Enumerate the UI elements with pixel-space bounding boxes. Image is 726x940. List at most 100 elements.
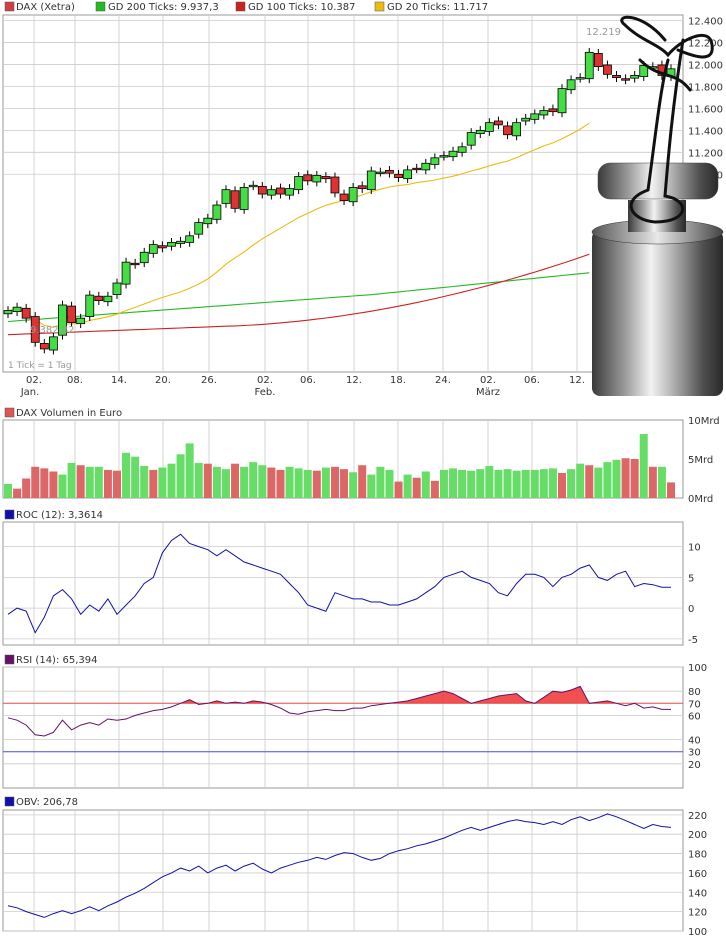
price-month-label: März	[476, 387, 500, 398]
price-xtick-label: 24.	[435, 375, 451, 386]
obv-ytick-label: 100	[688, 927, 707, 938]
obv-line	[7, 813, 672, 918]
candle-body	[248, 184, 258, 188]
candle-body	[475, 129, 485, 135]
candle-body	[176, 240, 185, 244]
candle-body	[385, 170, 394, 174]
candle-body	[539, 110, 549, 116]
candle-body	[230, 190, 240, 209]
volume-bar	[421, 471, 430, 498]
volume-ytick-label: 5Mrd	[688, 455, 713, 466]
price-xtick-label: 06.	[524, 375, 540, 386]
volume-bar	[276, 469, 285, 498]
volume-bar	[321, 467, 330, 498]
volume-bar	[358, 465, 367, 498]
candle-body	[494, 120, 503, 126]
candle-body	[603, 64, 612, 75]
candle-body	[30, 316, 40, 343]
candle-body	[412, 167, 422, 171]
volume-bar	[585, 465, 594, 498]
ma100-line	[7, 253, 590, 336]
volume-bar	[621, 458, 630, 498]
candle-body	[221, 189, 231, 204]
chart-panels: 11.00011.20011.40011.60011.80012.00012.2…	[2, 14, 723, 938]
rsi-line	[7, 685, 671, 737]
roc-frame	[2, 521, 684, 646]
candle-body	[512, 122, 522, 137]
volume-bar	[249, 462, 258, 498]
roc-ytick-label: 5	[688, 573, 694, 584]
rsi-ytick-label: 80	[688, 687, 701, 698]
volume-bar	[349, 472, 358, 498]
candle-body	[584, 51, 594, 80]
volume-bar	[22, 478, 31, 498]
candle-body	[403, 169, 413, 180]
volume-bar	[485, 466, 494, 498]
obv-ytick-label: 140	[688, 888, 707, 899]
volume-ytick-label: 10Mrd	[688, 416, 720, 427]
candle-body	[503, 125, 512, 136]
volume-bar	[4, 483, 12, 498]
volume-bar	[503, 469, 512, 498]
legend-label-ma100: GD 100 Ticks: 10.387	[248, 2, 356, 13]
volume-bar	[185, 443, 194, 498]
candle-body	[294, 176, 304, 191]
volume-bar	[594, 467, 603, 498]
rsi-ytick-label: 100	[688, 663, 707, 674]
candle-body	[484, 122, 494, 132]
roc-line	[7, 533, 671, 634]
price-xtick-label: 20.	[155, 375, 171, 386]
obv-ytick-label: 120	[688, 908, 707, 919]
volume-bar	[40, 468, 49, 498]
candle-body	[212, 204, 222, 220]
candle-body	[194, 222, 204, 235]
candle-body	[185, 235, 195, 243]
price-xtick-label: 18.	[390, 375, 406, 386]
volume-bar	[67, 462, 76, 498]
legend-label-dax: DAX (Xetra)	[16, 2, 75, 13]
volume-bar	[439, 469, 448, 498]
price-month-label: Jan.	[20, 387, 40, 398]
obv-ytick-label: 160	[688, 869, 707, 880]
volume-bar	[49, 471, 58, 498]
price-xtick-label: 12.	[569, 375, 585, 386]
volume-bar	[112, 470, 121, 498]
volume-bar	[476, 469, 485, 498]
candle-body	[21, 307, 31, 319]
volume-bar	[367, 474, 376, 498]
price-xtick-label: 14.	[111, 375, 127, 386]
obv-ytick-label: 200	[688, 830, 707, 841]
candle-body	[421, 162, 431, 171]
volume-bar	[212, 466, 221, 498]
obv-frame	[2, 809, 684, 932]
candle-body	[548, 108, 558, 113]
candle-body	[112, 282, 122, 295]
annotation-tick-note: 1 Tick = 1 Tag	[8, 361, 72, 371]
legend-swatch-rsi	[4, 654, 15, 665]
legend-label-ma200: GD 200 Ticks: 9.937,3	[108, 2, 219, 13]
price-xtick-label: 06.	[300, 375, 316, 386]
volume-bar	[667, 482, 675, 498]
candle-body	[394, 173, 403, 178]
candle-body	[439, 155, 449, 158]
roc-ytick-label: -5	[688, 635, 698, 646]
volume-bar	[567, 469, 576, 498]
volume-bar	[285, 466, 294, 498]
price-ytick-label: 11.200	[688, 148, 723, 159]
candle-body	[375, 171, 385, 174]
volume-bar	[340, 469, 349, 498]
volume-bar	[31, 466, 40, 498]
volume-bar	[394, 481, 403, 498]
volume-bar	[158, 467, 167, 498]
candle-body	[276, 187, 285, 195]
candle-body	[612, 75, 621, 79]
volume-bar	[639, 434, 648, 498]
weight-body	[592, 230, 723, 396]
candle-body	[257, 185, 267, 195]
rsi-ytick-label: 70	[688, 699, 701, 710]
candle-body	[457, 146, 467, 153]
candle-body	[621, 78, 630, 81]
volume-bar	[657, 466, 666, 498]
price-ytick-label: 12.400	[688, 16, 723, 27]
price-xtick-label: 02.	[480, 375, 496, 386]
